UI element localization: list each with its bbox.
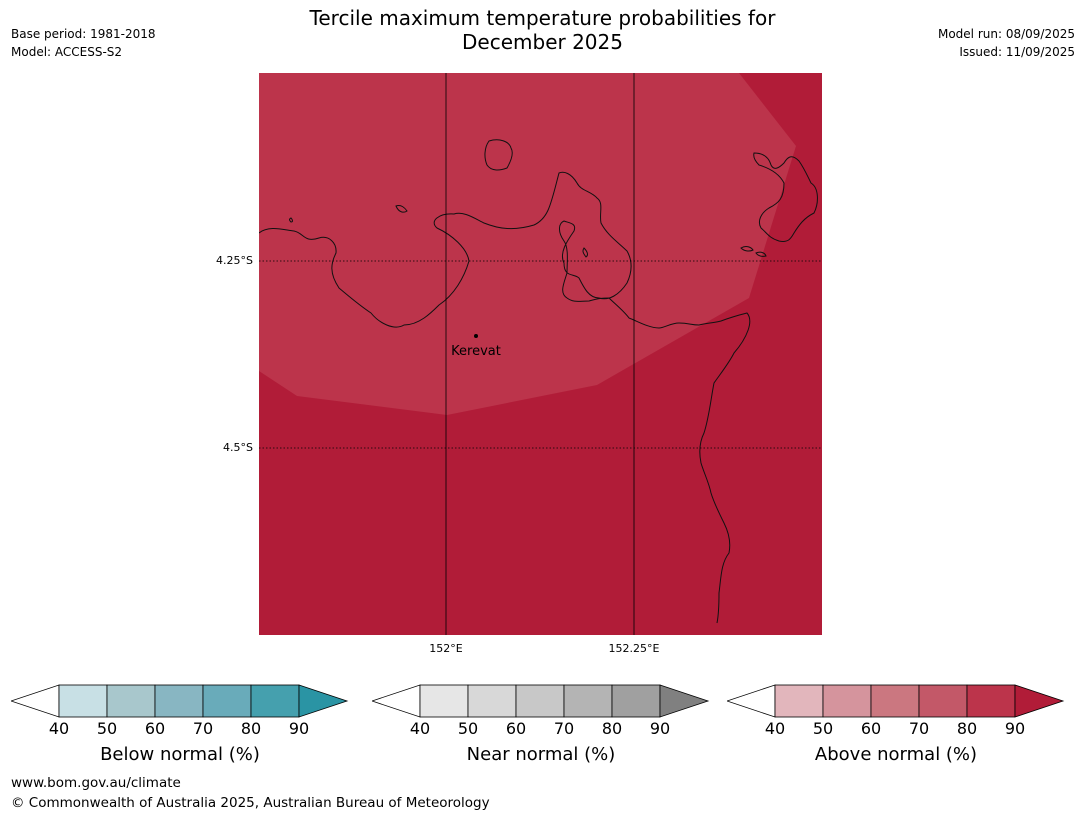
colorbar-near-title: Near normal (%) <box>466 744 616 765</box>
colorbar-above-title: Above normal (%) <box>814 744 978 765</box>
colorbar-swatch-40-50 <box>419 684 469 718</box>
colorbar-tick-label: 80 <box>240 719 262 738</box>
colorbar-tick-label: 70 <box>553 719 575 738</box>
probability-map: Kerevat <box>259 73 822 635</box>
colorbar-tick-label: 60 <box>860 719 882 738</box>
colorbar-extend-high <box>1014 684 1065 718</box>
colorbar-extend-low <box>370 684 421 718</box>
title-line-1: Tercile maximum temperature probabilitie… <box>309 6 776 30</box>
colorbar-swatch-70-80 <box>202 684 252 718</box>
colorbar-near-normal <box>370 684 710 723</box>
colorbar-tick-label: 50 <box>457 719 479 738</box>
header-right: Model run: 08/09/2025 Issued: 11/09/2025 <box>938 25 1075 61</box>
colorbar-extend-high <box>298 684 349 718</box>
colorbar-swatch-60-70 <box>515 684 565 718</box>
footer-url: www.bom.gov.au/climate <box>11 775 181 791</box>
colorbar-tick-label: 70 <box>908 719 930 738</box>
title-line-2: December 2025 <box>462 30 623 54</box>
colorbar-tick-label: 80 <box>601 719 623 738</box>
colorbar-swatch-40-50 <box>774 684 824 718</box>
coastline <box>259 139 818 624</box>
colorbar-tick-label: 50 <box>812 719 834 738</box>
colorbar-swatch-80-90 <box>611 684 661 718</box>
colorbar-swatch-50-60 <box>822 684 872 718</box>
lat-label-2: 4.5°S <box>223 441 253 454</box>
footer: www.bom.gov.au/climate © Commonwealth of… <box>11 773 490 813</box>
colorbar-above-swatches <box>725 684 1065 718</box>
colorbar-swatch-70-80 <box>563 684 613 718</box>
colorbar-tick-label: 70 <box>192 719 214 738</box>
colorbar-tick-label: 60 <box>505 719 527 738</box>
lon-label-1: 152°E <box>429 642 463 655</box>
colorbar-below-title: Below normal (%) <box>100 744 260 765</box>
colorbar-tick-label: 90 <box>1004 719 1026 738</box>
town-label: Kerevat <box>451 344 501 359</box>
colorbar-swatch-50-60 <box>106 684 156 718</box>
model-run-text: Model run: 08/09/2025 <box>937 27 1075 41</box>
colorbar-swatch-70-80 <box>918 684 968 718</box>
colorbar-extend-low <box>725 684 776 718</box>
colorbar-below-normal <box>9 684 349 723</box>
map-zone-70-80 <box>259 73 796 415</box>
colorbar-swatch-60-70 <box>870 684 920 718</box>
colorbar-below-swatches <box>9 684 349 718</box>
colorbar-extend-low <box>9 684 60 718</box>
header-left: Base period: 1981-2018 Model: ACCESS-S2 <box>11 25 156 61</box>
lat-label-1: 4.25°S <box>216 254 253 267</box>
model-text: Model: ACCESS-S2 <box>11 45 123 59</box>
lon-label-2: 152.25°E <box>608 642 660 655</box>
colorbar-tick-label: 50 <box>96 719 118 738</box>
colorbar-swatch-80-90 <box>966 684 1016 718</box>
graticule <box>259 260 822 449</box>
colorbar-near-swatches <box>370 684 710 718</box>
colorbar-swatch-80-90 <box>250 684 300 718</box>
colorbar-tick-label: 90 <box>288 719 310 738</box>
colorbar-tick-label: 80 <box>956 719 978 738</box>
colorbar-swatch-60-70 <box>154 684 204 718</box>
colorbar-tick-label: 40 <box>409 719 431 738</box>
base-period-text: Base period: 1981-2018 <box>11 27 156 41</box>
colorbar-extend-high <box>659 684 710 718</box>
colorbar-tick-label: 40 <box>764 719 786 738</box>
colorbar-tick-label: 60 <box>144 719 166 738</box>
colorbar-tick-label: 90 <box>649 719 671 738</box>
town-marker <box>474 334 478 338</box>
colorbar-above-normal <box>725 684 1065 723</box>
colorbar-swatch-40-50 <box>58 684 108 718</box>
colorbar-swatch-50-60 <box>467 684 517 718</box>
page-title: Tercile maximum temperature probabilitie… <box>0 6 1085 54</box>
colorbar-tick-label: 40 <box>48 719 70 738</box>
graticule-meridians <box>445 73 635 635</box>
issued-text: Issued: 11/09/2025 <box>959 45 1075 59</box>
footer-copyright: © Commonwealth of Australia 2025, Austra… <box>11 795 490 811</box>
